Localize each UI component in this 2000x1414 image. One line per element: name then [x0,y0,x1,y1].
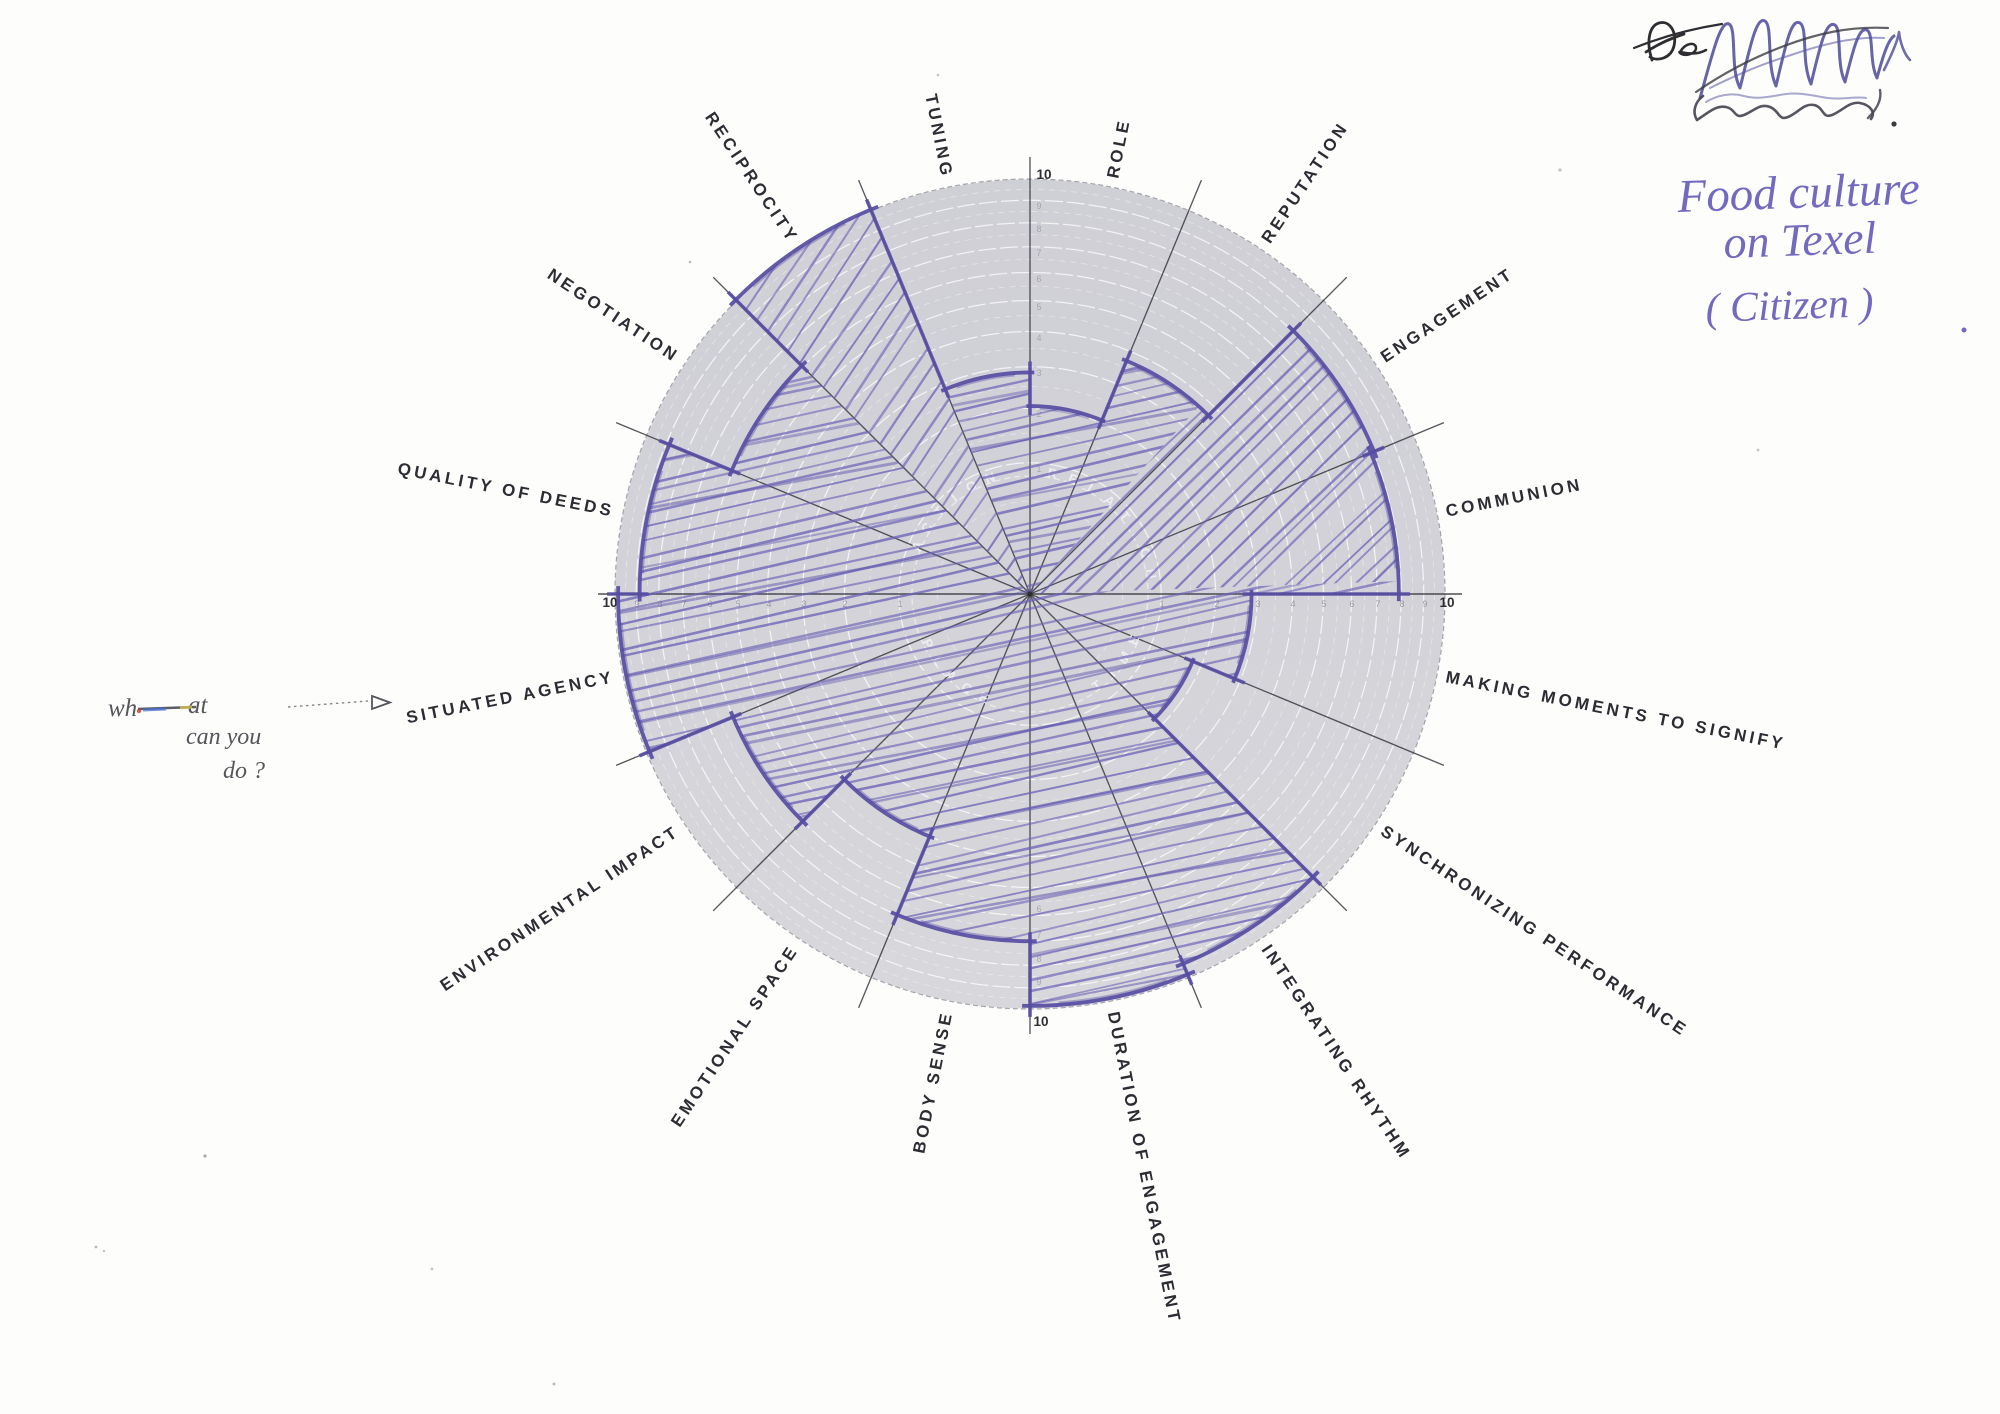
svg-text:7: 7 [1375,599,1380,609]
svg-text:Food culture: Food culture [1676,163,1921,223]
svg-text:N: N [983,469,997,486]
svg-text:wh: wh [108,695,137,722]
svg-text:1: 1 [1159,599,1164,609]
svg-text:6: 6 [1036,274,1041,284]
svg-text:6: 6 [1349,599,1354,609]
svg-text:9: 9 [1036,977,1041,987]
svg-text:7: 7 [681,599,686,609]
svg-text:3: 3 [1255,599,1260,609]
svg-text:on Texel: on Texel [1723,212,1878,268]
svg-text:2: 2 [842,599,847,609]
svg-text:4: 4 [1290,599,1295,609]
svg-text:6: 6 [1036,904,1041,914]
svg-text:1: 1 [897,599,902,609]
svg-text:at: at [188,692,209,719]
svg-text:7: 7 [1036,248,1041,258]
svg-text:4: 4 [766,599,771,609]
svg-text:1: 1 [1036,464,1041,474]
svg-text:8: 8 [1399,599,1404,609]
svg-text:10: 10 [602,595,617,610]
svg-text:8: 8 [657,599,662,609]
svg-text:5: 5 [1036,302,1041,312]
svg-text:3: 3 [1036,368,1041,378]
svg-text:can you: can you [186,724,261,750]
svg-text:7: 7 [1036,930,1041,940]
svg-text:4: 4 [1036,333,1041,343]
svg-text:9: 9 [1422,599,1427,609]
svg-text:5: 5 [1321,599,1326,609]
svg-text:9: 9 [1036,201,1041,211]
svg-text:2: 2 [1214,599,1219,609]
svg-text:do ?: do ? [223,758,265,784]
svg-text:10: 10 [1036,167,1051,182]
svg-text:8: 8 [1036,954,1041,964]
svg-text:( Citizen ): ( Citizen ) [1705,280,1874,332]
svg-text:9: 9 [634,599,639,609]
svg-text:3: 3 [801,599,806,609]
svg-text:10: 10 [1033,1014,1048,1029]
svg-text:5: 5 [735,599,740,609]
svg-text:8: 8 [1036,224,1041,234]
svg-text:10: 10 [1439,595,1454,610]
